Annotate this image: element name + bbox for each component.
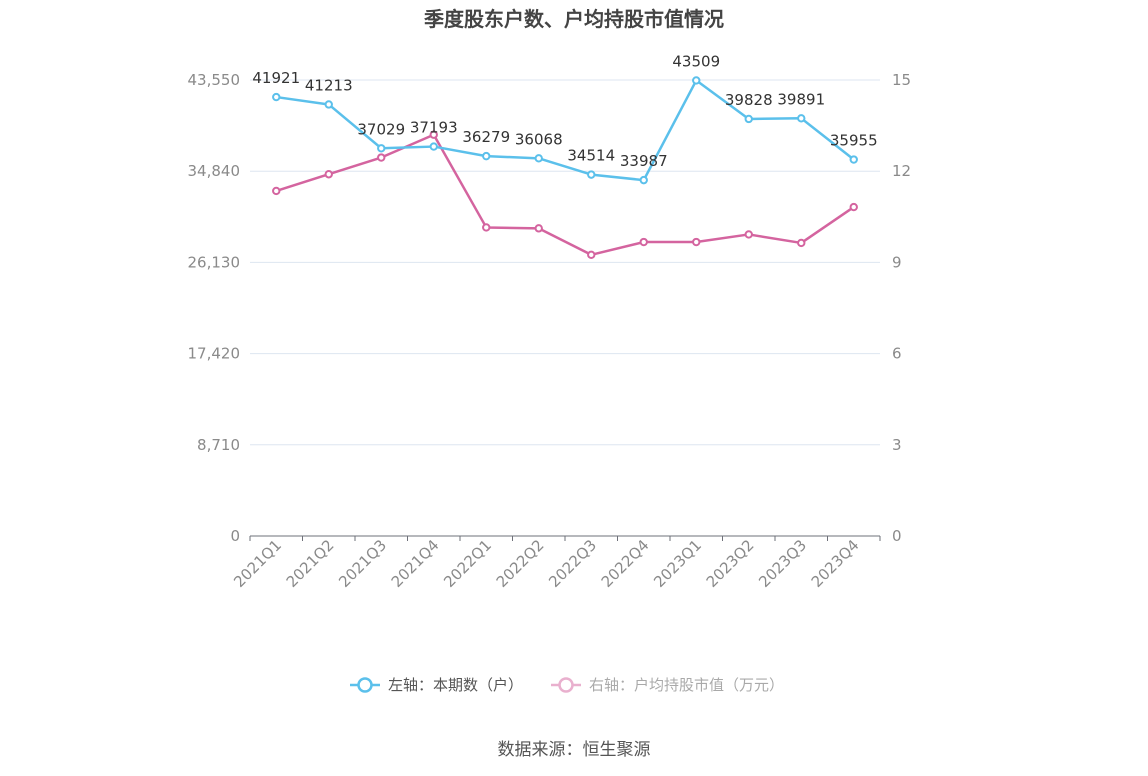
data-label: 36068 — [515, 130, 563, 148]
data-point — [534, 154, 543, 163]
y-left-tick-label: 26,130 — [188, 253, 241, 271]
data-label: 36279 — [462, 128, 510, 146]
legend-label: 右轴：户均持股市值（万元） — [589, 676, 784, 694]
data-label: 41921 — [252, 69, 300, 87]
data-point — [849, 202, 858, 212]
data-point — [324, 170, 333, 179]
legend-label: 左轴：本期数（户） — [388, 676, 523, 694]
series-line — [276, 79, 855, 182]
x-tick-label: 2023Q3 — [755, 536, 810, 591]
data-label: 33987 — [620, 152, 668, 170]
data-point — [849, 155, 858, 164]
data-point — [482, 223, 491, 232]
x-tick-label: 2022Q3 — [545, 536, 600, 591]
data-point — [429, 142, 438, 151]
y-right-tick-label: 3 — [892, 436, 902, 454]
y-right-tick-label: 15 — [892, 71, 911, 89]
data-point — [797, 114, 806, 123]
data-point — [377, 144, 386, 153]
y-left-tick-label: 17,420 — [188, 345, 241, 363]
data-point — [744, 114, 753, 124]
x-tick-label: 2022Q1 — [440, 536, 495, 591]
data-source: 数据来源：恒生聚源 — [498, 740, 651, 760]
y-axis-right: 0 3 6 9 12 15 — [892, 71, 911, 545]
y-right-tick-label: 9 — [892, 253, 902, 271]
x-tick-label: 2021Q2 — [283, 536, 338, 591]
x-tick-label: 2023Q2 — [703, 536, 758, 591]
y-axis-left: 0 8,710 17,420 26,130 34,840 43,550 — [188, 71, 241, 545]
data-point — [797, 238, 806, 248]
data-label: 34514 — [567, 147, 615, 165]
legend-marker — [558, 677, 574, 693]
y-left-tick-label: 43,550 — [188, 71, 241, 89]
data-label: 43509 — [672, 52, 720, 70]
data-point — [534, 224, 543, 233]
x-tick-label: 2023Q1 — [650, 536, 705, 591]
legend-marker — [357, 677, 373, 693]
data-point — [639, 237, 648, 247]
x-tick-label: 2023Q4 — [808, 536, 863, 591]
x-tick-label: 2021Q3 — [335, 536, 390, 591]
y-left-tick-label: 8,710 — [197, 436, 240, 454]
series-avg-market-value — [272, 130, 858, 260]
data-label: 37029 — [357, 120, 405, 138]
data-point — [272, 92, 281, 102]
x-tick-label: 2021Q4 — [388, 536, 443, 591]
data-point — [482, 151, 491, 161]
data-point — [429, 130, 438, 139]
data-point — [744, 230, 753, 239]
data-point — [639, 175, 648, 185]
data-label: 37193 — [410, 119, 458, 137]
y-left-tick-label: 34,840 — [188, 162, 241, 180]
data-point — [587, 250, 596, 260]
y-right-tick-label: 12 — [892, 162, 911, 180]
y-right-tick-label: 6 — [892, 345, 902, 363]
data-point — [377, 153, 386, 162]
y-right-tick-label: 0 — [892, 527, 902, 545]
x-tick-label: 2022Q4 — [598, 536, 653, 591]
data-point — [692, 237, 701, 247]
data-label: 39891 — [777, 90, 825, 108]
legend-item[interactable]: 右轴：户均持股市值（万元） — [551, 676, 784, 694]
legend[interactable]: 左轴：本期数（户） 右轴：户均持股市值（万元） — [350, 676, 784, 694]
data-label: 41213 — [305, 76, 353, 94]
data-point — [324, 100, 333, 109]
grid-lines — [250, 79, 880, 446]
series-line — [275, 133, 855, 257]
legend-item[interactable]: 左轴：本期数（户） — [350, 676, 523, 694]
data-label: 39828 — [725, 91, 773, 109]
data-label: 35955 — [830, 132, 878, 150]
data-point — [692, 76, 701, 85]
x-tick-label: 2022Q2 — [493, 536, 548, 591]
data-point — [272, 186, 281, 196]
data-point — [587, 170, 596, 179]
y-left-tick-label: 0 — [230, 527, 240, 545]
chart-title: 季度股东户数、户均持股市值情况 — [423, 7, 724, 31]
x-axis: 2021Q12021Q22021Q32021Q42022Q12022Q22022… — [230, 535, 881, 591]
